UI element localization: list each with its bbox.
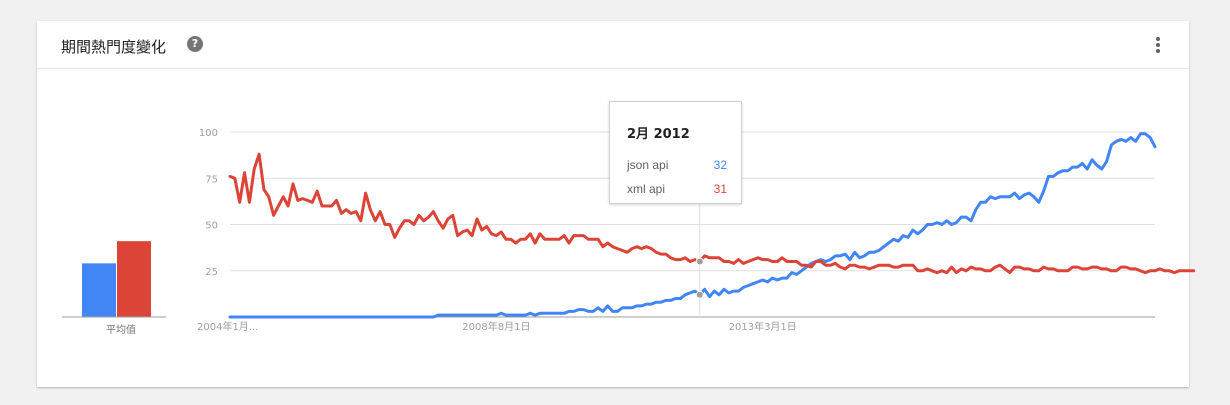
x-tick-label: 2004年1月... [197, 320, 258, 333]
card-title: 期間熱門度變化 [61, 38, 167, 56]
help-icon[interactable]: ? [187, 36, 203, 52]
x-tick-label: 2013年3月1日 [729, 320, 797, 333]
series-line-xml-api [228, 152, 1196, 275]
y-tick-label: 75 [205, 174, 218, 185]
highlight-point [695, 257, 704, 266]
tooltip-series-name: xml api [627, 182, 666, 196]
average-label: 平均值 [106, 325, 136, 336]
more-vert-icon[interactable] [1150, 35, 1166, 55]
tooltip-row-json: json api 32 [627, 158, 727, 172]
x-tick-label: 2008年8月1日 [462, 320, 530, 333]
tooltip-series-value: 32 [713, 158, 727, 172]
tooltip-row-xml: xml api 31 [627, 182, 727, 196]
tooltip-series-value: 31 [713, 182, 727, 196]
average-bar-xml-api [117, 241, 151, 317]
chart-tooltip: 2月 2012 json api 32 xml api 31 [609, 101, 742, 204]
tooltip-series-name: json api [627, 158, 669, 172]
card-header: 期間熱門度變化 ? [37, 21, 1189, 69]
average-bar-json-api [82, 263, 116, 317]
tooltip-title: 2月 2012 [627, 127, 690, 142]
trend-card: 期間熱門度變化 ? 平均值 [37, 21, 1189, 387]
highlight-point [695, 290, 704, 299]
y-tick-label: 25 [205, 267, 218, 278]
y-tick-label: 50 [205, 221, 218, 232]
y-tick-label: 100 [199, 128, 218, 139]
series-line-json-api [228, 132, 1157, 319]
